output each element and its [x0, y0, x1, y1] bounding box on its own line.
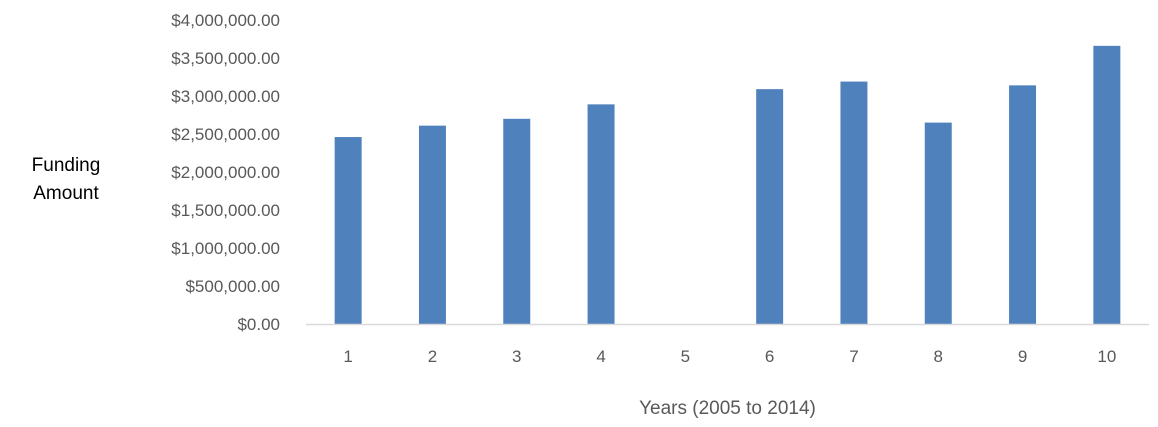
y-tick-label: $3,000,000.00 — [171, 87, 280, 106]
y-tick-label: $0.00 — [237, 315, 280, 334]
x-tick-label: 4 — [596, 347, 605, 366]
y-axis-title-line: Amount — [33, 183, 99, 204]
x-axis-ticks: 1 2 3 4 5 6 7 8 9 10 — [343, 347, 1116, 366]
x-tick-label: 1 — [343, 347, 352, 366]
y-tick-label: $2,500,000.00 — [171, 125, 280, 144]
bar-10 — [1093, 45, 1121, 325]
x-axis-title: Years (2005 to 2014) — [639, 398, 816, 419]
bar-7 — [840, 81, 868, 324]
bar-6 — [756, 89, 784, 324]
y-tick-label: $500,000.00 — [185, 277, 280, 296]
x-tick-label: 5 — [681, 347, 690, 366]
bar-4 — [587, 104, 615, 324]
x-tick-label: 7 — [849, 347, 858, 366]
y-tick-label: $2,000,000.00 — [171, 163, 280, 182]
x-tick-label: 9 — [1018, 347, 1027, 366]
x-tick-label: 6 — [765, 347, 774, 366]
x-tick-label: 8 — [934, 347, 943, 366]
x-tick-label: 3 — [512, 347, 521, 366]
bar-2 — [418, 125, 446, 324]
bar-9 — [1009, 85, 1037, 324]
y-axis-ticks: $0.00 $500,000.00 $1,000,000.00 $1,500,000.… — [171, 11, 280, 334]
y-axis-title-line: Funding — [32, 155, 101, 176]
y-tick-label: $1,000,000.00 — [171, 239, 280, 258]
y-tick-label: $3,500,000.00 — [171, 49, 280, 68]
y-tick-label: $4,000,000.00 — [171, 11, 280, 30]
x-tick-label: 10 — [1097, 347, 1116, 366]
x-tick-label: 2 — [428, 347, 437, 366]
y-axis-title: Funding Amount — [32, 155, 101, 204]
bar-8 — [924, 122, 952, 324]
bar-3 — [503, 118, 531, 324]
bars — [334, 45, 1121, 325]
bar-1 — [334, 137, 362, 324]
y-tick-label: $1,500,000.00 — [171, 201, 280, 220]
